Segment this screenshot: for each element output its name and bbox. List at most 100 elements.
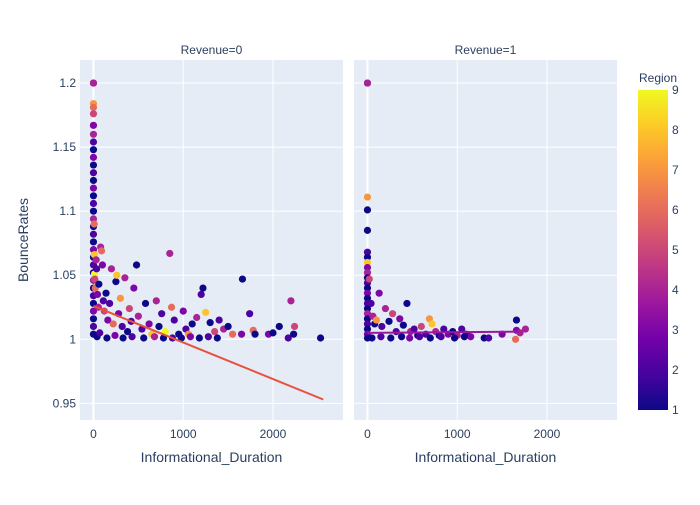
scatter-point bbox=[102, 289, 110, 297]
scatter-point bbox=[121, 274, 129, 282]
scatter-point bbox=[426, 334, 434, 342]
scatter-point bbox=[406, 334, 414, 342]
facet-panel-left bbox=[80, 60, 343, 420]
scatter-point bbox=[363, 253, 372, 261]
scatter-point bbox=[511, 335, 520, 343]
facet-title-right: Revenue=1 bbox=[455, 43, 517, 57]
scatter-point bbox=[104, 316, 112, 324]
scatter-point bbox=[89, 192, 98, 200]
scatter-point bbox=[437, 333, 445, 341]
scatter-point bbox=[125, 304, 133, 313]
scatter-point bbox=[89, 230, 98, 238]
scatter-point bbox=[113, 271, 121, 279]
scatter-point bbox=[284, 334, 292, 342]
scatter-point bbox=[193, 313, 201, 322]
scatter-point bbox=[363, 79, 372, 87]
scatter-point bbox=[375, 289, 383, 297]
scatter-point bbox=[378, 322, 386, 331]
x-axis-ticks-left: 0 1000 2000 bbox=[90, 427, 287, 441]
scatter-point bbox=[128, 333, 136, 341]
scatter-point bbox=[211, 328, 219, 336]
scatter-point bbox=[199, 284, 207, 292]
x-tick-label: 0 bbox=[364, 427, 371, 441]
scatter-point bbox=[89, 79, 98, 87]
scatter-point bbox=[275, 322, 283, 331]
scatter-point bbox=[197, 290, 205, 299]
scatter-point bbox=[410, 325, 418, 333]
scatter-point bbox=[95, 280, 103, 288]
colorbar-tick-label: 7 bbox=[672, 163, 679, 177]
scatter-point bbox=[140, 334, 148, 342]
scatter-point bbox=[428, 320, 436, 328]
scatter-point bbox=[397, 333, 406, 341]
colorbar-tick-label: 5 bbox=[672, 243, 679, 257]
colorbar-tick-label: 2 bbox=[672, 363, 679, 377]
gridlines-right bbox=[354, 60, 617, 420]
scatter-point bbox=[363, 320, 372, 328]
colorbar: Region 1 2 3 4 5 6 7 8 9 bbox=[638, 71, 679, 417]
scatter-point bbox=[363, 310, 372, 318]
scatter-point bbox=[388, 310, 397, 318]
y-tick-label: 1.1 bbox=[59, 204, 76, 218]
scatter-point bbox=[89, 238, 98, 246]
x-axis-label-left: Informational_Duration bbox=[141, 449, 283, 465]
scatter-point bbox=[363, 289, 372, 297]
scatter-point bbox=[316, 334, 325, 342]
x-tick-label: 1000 bbox=[170, 427, 197, 441]
scatter-point bbox=[363, 258, 372, 267]
scatter-point bbox=[116, 294, 124, 302]
scatter-point bbox=[158, 310, 166, 318]
scatter-point bbox=[188, 320, 196, 328]
scatter-point bbox=[166, 249, 174, 258]
scatter-point bbox=[363, 248, 372, 256]
scatter-point bbox=[368, 334, 376, 342]
scatter-point bbox=[89, 169, 98, 177]
scatter-point bbox=[123, 328, 132, 336]
y-axis-label: BounceRates bbox=[15, 198, 31, 282]
scatter-point bbox=[467, 333, 475, 341]
scatter-point bbox=[109, 320, 117, 328]
scatter-point bbox=[89, 110, 98, 118]
facet-title-left: Revenue=0 bbox=[181, 43, 243, 57]
colorbar-tick-label: 8 bbox=[672, 123, 679, 137]
scatter-point bbox=[392, 328, 400, 336]
scatter-point bbox=[237, 330, 246, 338]
x-tick-label: 2000 bbox=[260, 427, 287, 441]
scatter-point bbox=[385, 317, 393, 325]
scatter-point bbox=[363, 193, 372, 201]
scatter-point bbox=[89, 161, 98, 169]
scatter-point bbox=[99, 297, 107, 305]
scatter-point bbox=[167, 303, 176, 311]
scatter-point bbox=[89, 184, 98, 192]
colorbar-tick-label: 1 bbox=[672, 403, 679, 417]
scatter-point bbox=[224, 322, 232, 331]
scatter-point bbox=[363, 206, 372, 214]
y-axis-ticks: 0.95 1 1.05 1.1 1.15 1.2 bbox=[53, 76, 77, 410]
y-tick-label: 1.15 bbox=[53, 140, 77, 154]
scatter-point bbox=[112, 278, 120, 286]
scatter-point bbox=[381, 304, 390, 313]
scatter-point bbox=[90, 220, 98, 228]
scatter-point bbox=[213, 334, 221, 342]
colorbar-gradient bbox=[638, 90, 668, 410]
scatter-point bbox=[89, 199, 98, 208]
scatter-point bbox=[290, 330, 298, 338]
scatter-point bbox=[367, 299, 375, 308]
x-tick-label: 1000 bbox=[444, 427, 471, 441]
plot-area-right bbox=[354, 60, 617, 420]
scatter-point bbox=[399, 321, 407, 329]
colorbar-ticks: 1 2 3 4 5 6 7 8 9 bbox=[672, 83, 679, 417]
scatter-point bbox=[215, 316, 223, 324]
scatter-point bbox=[246, 310, 254, 318]
scatter-point bbox=[206, 319, 214, 327]
scatter-point bbox=[186, 333, 195, 341]
scatter-point bbox=[132, 261, 141, 269]
scatter-point bbox=[387, 334, 395, 342]
scatter-point bbox=[89, 153, 98, 161]
colorbar-tick-label: 9 bbox=[672, 83, 679, 97]
scatter-point bbox=[89, 146, 98, 154]
scatter-point bbox=[89, 315, 98, 323]
scatter-point bbox=[119, 334, 127, 342]
x-tick-label: 0 bbox=[90, 427, 97, 441]
